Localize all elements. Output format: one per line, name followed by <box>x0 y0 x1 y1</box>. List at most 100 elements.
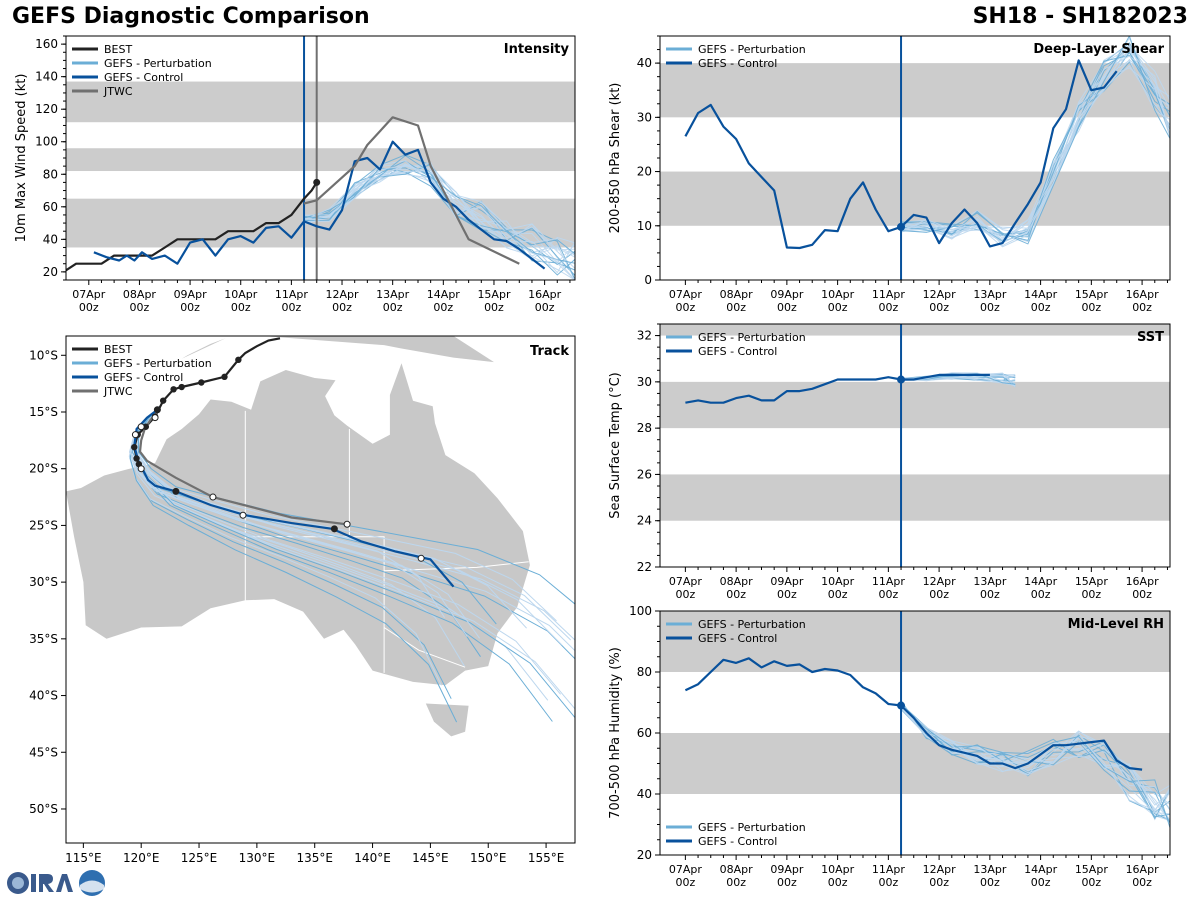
ensemble-member-line <box>900 373 1016 381</box>
y-tick-label: 28 <box>637 421 652 435</box>
x-tick-label: 00z <box>675 588 695 601</box>
best-track-point <box>198 379 205 386</box>
x-tick-label: 15Apr <box>477 288 511 301</box>
sst-panel: 22242628303207Apr00z08Apr00z09Apr00z10Ap… <box>608 323 1171 601</box>
x-tick-label: 10Apr <box>821 288 855 301</box>
legend-label: GEFS - Control <box>104 371 183 384</box>
legend-label: BEST <box>104 43 132 56</box>
legend-label: GEFS - Perturbation <box>698 618 806 631</box>
init-point <box>897 222 906 231</box>
x-tick-label: 11Apr <box>872 863 906 876</box>
x-tick-label: 00z <box>980 301 1000 314</box>
legend-label: GEFS - Perturbation <box>104 357 212 370</box>
legend-label: GEFS - Control <box>104 71 183 84</box>
y-tick-label: 100 <box>35 135 58 149</box>
threshold-band <box>660 171 1170 226</box>
x-tick-label: 15Apr <box>1075 575 1109 588</box>
x-tick-label: 07Apr <box>669 575 703 588</box>
x-tick-label: 00z <box>929 876 949 889</box>
init-point <box>897 375 906 384</box>
lon-tick-label: 135°E <box>296 851 333 865</box>
x-tick-label: 00z <box>828 588 848 601</box>
x-tick-label: 16Apr <box>1126 288 1160 301</box>
x-tick-label: 16Apr <box>1126 575 1160 588</box>
shear-panel: 01020304007Apr00z08Apr00z09Apr00z10Apr00… <box>608 35 1171 314</box>
x-tick-label: 00z <box>484 301 504 314</box>
panel-title: Deep-Layer Shear <box>1033 42 1164 57</box>
best-track-point <box>133 455 140 462</box>
x-tick-label: 00z <box>1031 301 1051 314</box>
lat-tick-label: 50°S <box>29 802 58 816</box>
x-tick-label: 15Apr <box>1075 863 1109 876</box>
x-tick-label: 11Apr <box>872 288 906 301</box>
ensemble-member-line <box>900 54 1170 242</box>
x-tick-label: 09Apr <box>770 288 804 301</box>
legend-label: GEFS - Control <box>698 835 777 848</box>
x-tick-label: 00z <box>1031 588 1051 601</box>
y-tick-label: 140 <box>35 70 58 84</box>
best-track-point <box>235 356 242 364</box>
y-tick-label: 10 <box>637 219 652 233</box>
best-track-point <box>221 373 228 381</box>
y-tick-label: 100 <box>629 604 652 618</box>
x-tick-label: 00z <box>929 588 949 601</box>
x-tick-label: 00z <box>828 876 848 889</box>
ensemble-member-line <box>303 160 575 255</box>
plot-area <box>660 324 1170 567</box>
legend-label: GEFS - Control <box>698 57 777 70</box>
ensemble-member-line <box>303 164 575 280</box>
y-tick-label: 60 <box>43 200 58 214</box>
legend-label: GEFS - Control <box>698 632 777 645</box>
y-tick-label: 0 <box>644 273 652 287</box>
plot-area <box>660 611 1170 855</box>
x-tick-label: 00z <box>180 301 200 314</box>
y-tick-label: 40 <box>637 56 652 70</box>
y-tick-label: 26 <box>637 467 652 481</box>
map-area <box>66 336 575 737</box>
x-tick-label: 00z <box>433 301 453 314</box>
lat-tick-label: 45°S <box>29 745 58 759</box>
series-best <box>66 181 318 272</box>
panel-title: SST <box>1137 330 1164 345</box>
x-tick-label: 12Apr <box>326 288 360 301</box>
legend-label: JTWC <box>103 85 133 98</box>
ensemble-member-line <box>303 154 575 264</box>
new-guinea-landmass <box>262 336 494 363</box>
control-track-point <box>153 406 161 414</box>
x-tick-label: 00z <box>726 588 746 601</box>
series-gefs-control <box>685 373 990 404</box>
y-tick-label: 80 <box>43 167 58 181</box>
y-axis-label: 700-500 hPa Humidity (%) <box>608 647 623 819</box>
x-tick-label: 16Apr <box>528 288 562 301</box>
x-tick-label: 00z <box>1081 301 1101 314</box>
x-tick-label: 14Apr <box>1024 288 1058 301</box>
legend-label: GEFS - Perturbation <box>698 43 806 56</box>
x-tick-label: 08Apr <box>720 288 754 301</box>
y-tick-label: 40 <box>43 232 58 246</box>
logo-mark-i <box>31 874 36 892</box>
rh-panel: 2040608010007Apr00z08Apr00z09Apr00z10Apr… <box>608 604 1171 889</box>
y-tick-label: 20 <box>43 265 58 279</box>
lat-tick-label: 20°S <box>29 462 58 476</box>
x-tick-label: 00z <box>79 301 99 314</box>
control-track-point <box>417 554 425 562</box>
best-track-point <box>131 443 138 451</box>
seal-wave <box>80 880 104 893</box>
y-axis-label: 10m Max Wind Speed (kt) <box>14 74 29 243</box>
x-tick-label: 00z <box>980 588 1000 601</box>
threshold-band <box>66 148 575 172</box>
lon-tick-label: 120°E <box>123 851 160 865</box>
ensemble-member-line <box>900 705 1170 828</box>
best-track-point <box>178 383 185 391</box>
threshold-band <box>660 381 1170 429</box>
best-track-point <box>159 397 167 404</box>
plot-area <box>66 36 575 280</box>
x-tick-label: 00z <box>1081 588 1101 601</box>
state-border <box>383 627 466 668</box>
panel-title: Intensity <box>504 42 570 57</box>
y-tick-label: 160 <box>35 37 58 51</box>
storm-id: SH18 - SH182023 <box>972 4 1188 29</box>
x-tick-label: 00z <box>1031 876 1051 889</box>
legend-label: BEST <box>104 343 132 356</box>
